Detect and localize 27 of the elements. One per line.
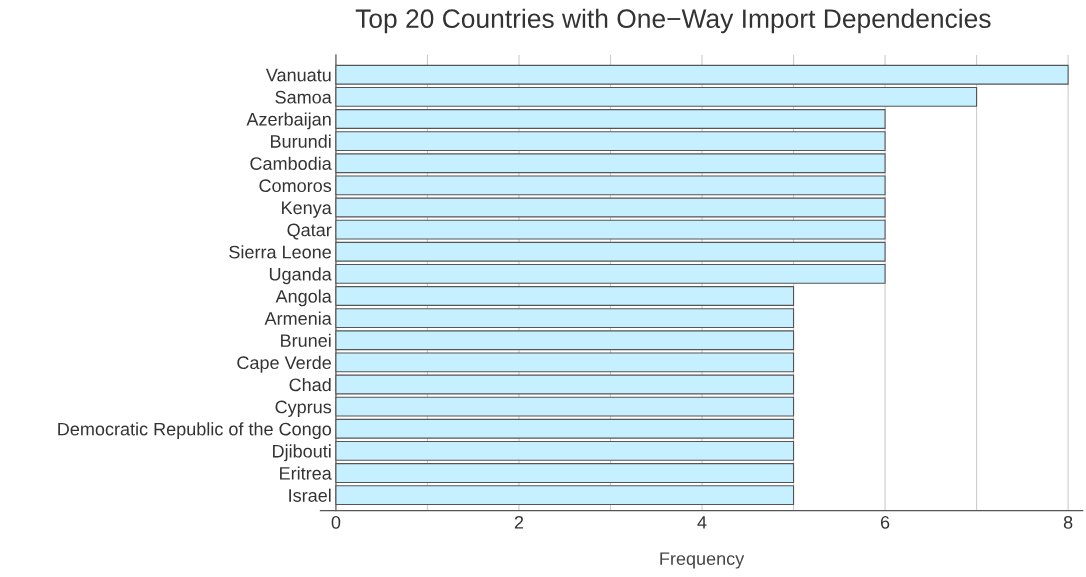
x-tick-label: 2 [514,515,524,529]
x-axis-title: Frequency [660,552,745,569]
y-tick-label: Samoa [275,90,332,104]
y-tick-label: Sierra Leone [229,245,331,259]
x-tick-label: 4 [697,516,707,529]
y-tick-label: Burundi [271,134,331,148]
y-tick-label: Cambodia [250,156,332,170]
chart-title: Top 20 Countries with One−Way Import Dependencies [355,8,991,34]
y-tick-label: Kenya [282,201,332,218]
y-tick-label: Uganda [269,267,332,285]
y-tick-label: Armenia [264,311,332,325]
y-tick-label: Cyprus [275,400,332,417]
y-tick-label: Chad [289,377,331,392]
x-tick-label: 6 [880,515,890,529]
y-tick-label: Comoros [259,179,332,193]
y-tick-label: Vanuatu [265,68,331,82]
x-tick-label: 8 [1063,515,1073,529]
y-tick-label: Eritrea [280,466,332,480]
y-tick-label: Brunei [281,333,331,347]
y-tick-label: Angola [275,289,332,307]
x-tick-label: 0 [331,515,341,529]
y-tick-label: Azerbaijan [246,112,331,130]
y-tick-label: Qatar [287,223,332,240]
y-tick-label: Cape Verde [237,355,331,373]
y-tick-label: Democratic Republic of the Congo [58,422,332,440]
y-tick-label: Israel [289,488,331,502]
y-tick-label: Djibouti [273,444,331,462]
